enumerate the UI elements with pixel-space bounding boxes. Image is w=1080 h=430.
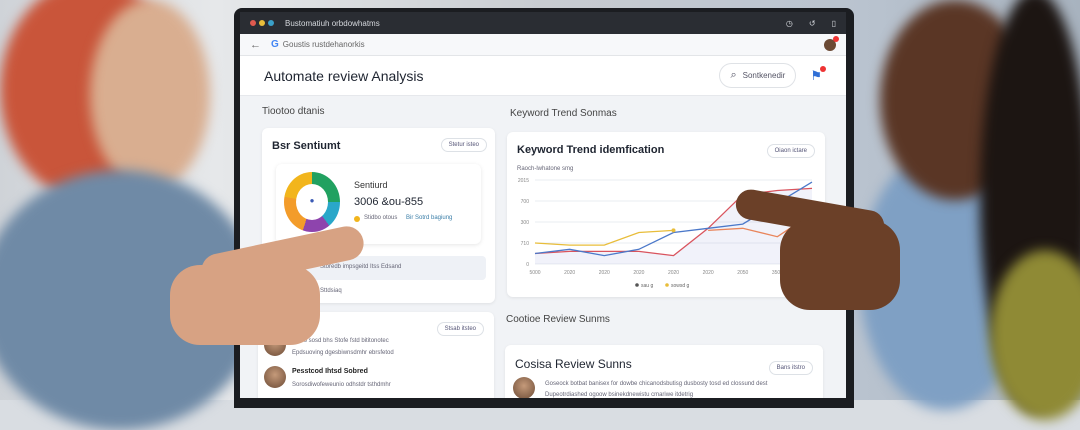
legend-marker — [665, 283, 669, 287]
summary-line: Dupeotrdiashed ogoow bsinekdnewistu cmar… — [545, 392, 694, 398]
legend-label: sau g — [641, 283, 653, 289]
legend-dot — [354, 216, 360, 222]
summary-line: Goseock botbat banisex for dowbe chicano… — [545, 381, 768, 387]
y-tick-label: 710 — [521, 241, 530, 247]
address-bar[interactable]: ← G Goustis rustdehanorkis — [240, 34, 846, 56]
page-title: Automate review Analysis — [264, 67, 424, 84]
y-tick-label: 2015 — [518, 178, 529, 184]
profile-avatar[interactable] — [824, 35, 839, 51]
x-tick-label: 2020 — [599, 270, 610, 276]
x-tick-label: 2020 — [703, 270, 714, 276]
sentiment-label: Sentiurd — [354, 180, 388, 190]
left-fist — [170, 265, 320, 345]
y-tick-label: 0 — [526, 262, 529, 268]
legend-b: Bir Sotrd bagiung — [406, 215, 453, 221]
sentiment-card-button[interactable]: Stetur isteo — [440, 138, 487, 152]
review-line: Epdsuoving dgesbiwnsdmhr ebrsfetod — [292, 350, 394, 356]
right-fist — [780, 220, 900, 310]
x-tick-label: 3500 — [772, 270, 783, 276]
reviews-card-button[interactable]: Stsab itsteo — [436, 322, 484, 336]
minimize-dot[interactable] — [259, 20, 265, 26]
x-tick-label: 2020 — [633, 270, 644, 276]
trend-card-button[interactable]: Oiaon ictare — [766, 144, 815, 158]
y-tick-label: 700 — [521, 199, 530, 205]
legend-label: sowsd g — [671, 283, 690, 289]
review-summary-card: Cosisa Review Sunns Bans itstro Goseock … — [505, 345, 823, 398]
clock-icon[interactable]: ◷ — [785, 18, 793, 28]
search-placeholder: Sontkenedir — [742, 71, 786, 80]
back-icon[interactable]: ← — [250, 38, 261, 51]
sidebar-icon[interactable]: ▯ — [831, 18, 836, 28]
sentiment-value: 3006 &ou-855 — [354, 196, 424, 208]
monitor: Bustomatiuh orbdowhatms ◷ ↺ ▯ ← G Gousti… — [234, 8, 854, 408]
chart-subtitle: Raoch-lwhatone smg — [517, 166, 574, 172]
person-left-face — [90, 0, 210, 190]
x-tick-label: 2020 — [668, 270, 679, 276]
window-title: Bustomatiuh orbdowhatms — [285, 18, 380, 28]
close-dot[interactable] — [250, 20, 256, 26]
summary-card-button[interactable]: Bans itstro — [768, 361, 813, 375]
x-tick-label: 2020 — [564, 270, 575, 276]
review-line: Pawo sosd bhs Stofe fstd bititonotec — [292, 338, 389, 344]
reviewer-name: Pesstcod Ihtsd Sobred — [292, 368, 368, 375]
left-section-title: Tiootoo dtanis — [262, 106, 325, 117]
sentiment-summary-box: ● Sentiurd 3006 &ou-855 Stidbo otous Bir… — [276, 164, 481, 244]
series-line-2 — [534, 229, 674, 246]
avatar — [264, 366, 286, 388]
legend-marker — [635, 283, 639, 287]
y-tick-label: 300 — [521, 220, 530, 226]
person-right-top — [990, 250, 1080, 420]
banner-text: Storedb impsgeitd Itss Edsand — [320, 264, 402, 270]
maximize-dot[interactable] — [268, 20, 274, 26]
search-icon: ⌕ — [730, 69, 737, 81]
donut-chart: ● — [284, 172, 340, 232]
sentiment-footer: Sttdsiaq — [320, 288, 342, 294]
avatar — [513, 377, 535, 398]
trend-card-title: Keyword Trend idemfication — [517, 144, 665, 156]
summary-card-title: Cosisa Review Sunns — [515, 357, 632, 371]
review-line: Sorosdiwofeweunio odhstdr tsthdmhr — [292, 382, 391, 388]
legend-a: Stidbo otous — [364, 215, 398, 221]
history-icon[interactable]: ↺ — [808, 18, 816, 28]
window-titlebar: Bustomatiuh orbdowhatms ◷ ↺ ▯ — [240, 12, 846, 34]
summary-section-title: Cootioe Review Sunms — [506, 314, 610, 325]
notification-icon[interactable]: ⚑ — [810, 65, 826, 84]
google-icon: G — [271, 39, 279, 50]
right-section-title: Keyword Trend Sonmas — [510, 108, 617, 119]
address-text: Goustis rustdehanorkis — [282, 40, 365, 49]
x-tick-label: 2050 — [737, 270, 748, 276]
search-input[interactable]: ⌕ Sontkenedir — [719, 63, 797, 88]
sentiment-card-title: Bsr Sentiumt — [272, 140, 341, 152]
page-header: Automate review Analysis ⌕ Sontkenedir ⚑ — [240, 56, 846, 96]
x-tick-label: 5000 — [529, 270, 540, 276]
data-point — [671, 228, 676, 233]
